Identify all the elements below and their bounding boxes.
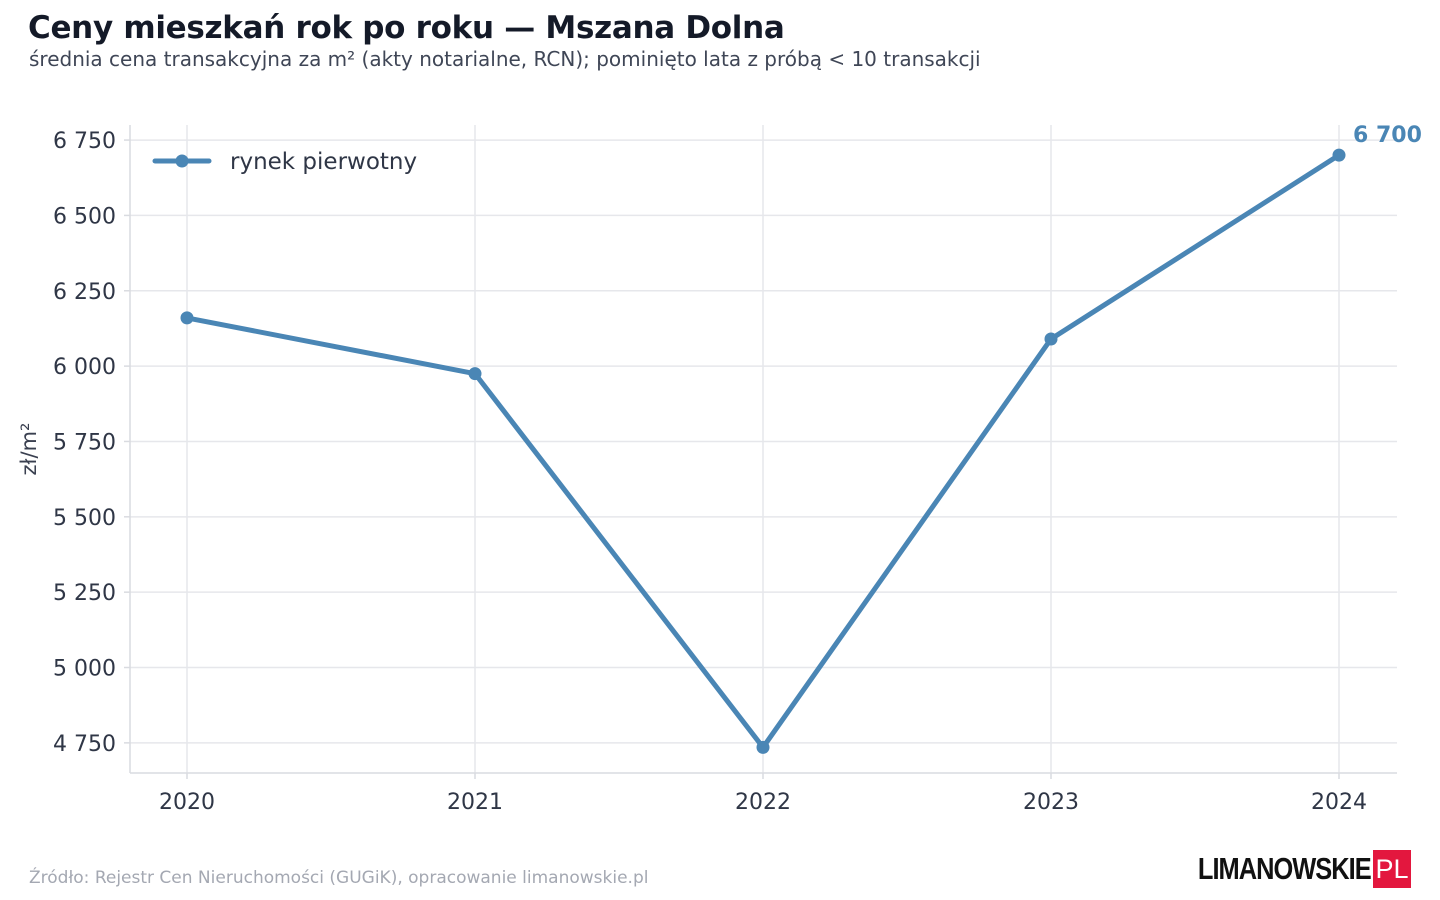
last-value-label: 6 700 bbox=[1353, 123, 1422, 148]
chart-subtitle: średnia cena transakcyjna za m² (akty no… bbox=[29, 47, 981, 71]
brand-logo: LIMANOWSKIE PL bbox=[1160, 849, 1411, 889]
y-tick-label: 6 500 bbox=[53, 204, 116, 229]
data-point bbox=[756, 740, 770, 754]
data-point bbox=[1044, 332, 1058, 346]
logo-pl-badge: PL bbox=[1373, 850, 1411, 888]
y-tick-label: 4 750 bbox=[53, 732, 116, 757]
chart-title: Ceny mieszkań rok po roku — Mszana Dolna bbox=[28, 10, 785, 46]
y-tick-label: 5 750 bbox=[53, 430, 116, 455]
x-tick-label: 2022 bbox=[735, 790, 791, 815]
y-tick-label: 6 000 bbox=[53, 355, 116, 380]
y-tick-label: 5 000 bbox=[53, 657, 116, 682]
x-tick-label: 2024 bbox=[1311, 790, 1367, 815]
source-note: Źródło: Rejestr Cen Nieruchomości (GUGiK… bbox=[29, 868, 649, 888]
legend-label: rynek pierwotny bbox=[230, 149, 417, 175]
logo-wordmark: LIMANOWSKIE bbox=[1198, 851, 1372, 886]
y-tick-label: 5 500 bbox=[53, 506, 116, 531]
data-point bbox=[1332, 148, 1346, 162]
x-tick-label: 2023 bbox=[1023, 790, 1079, 815]
data-point bbox=[180, 311, 194, 325]
x-tick-label: 2020 bbox=[159, 790, 215, 815]
y-tick-label: 6 750 bbox=[53, 129, 116, 154]
data-point bbox=[468, 367, 482, 381]
y-tick-label: 5 250 bbox=[53, 581, 116, 606]
x-tick-label: 2021 bbox=[447, 790, 503, 815]
y-axis-label: zł/m² bbox=[17, 423, 41, 476]
y-tick-label: 6 250 bbox=[53, 280, 116, 305]
legend-marker bbox=[175, 154, 189, 168]
